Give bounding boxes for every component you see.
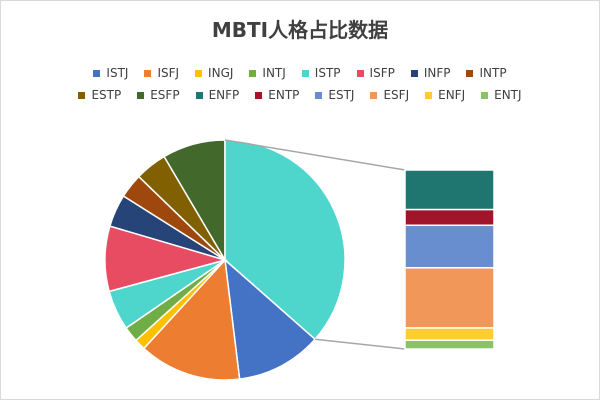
legend-swatch: [78, 91, 86, 99]
bar-segment-entj: [404, 339, 495, 350]
legend-item-enfp: ENFP: [195, 88, 240, 102]
pie-slice-estp: [137, 155, 226, 261]
legend-swatch: [144, 69, 152, 77]
legend-item-estp: ESTP: [78, 88, 121, 102]
legend-label: INTP: [479, 66, 507, 80]
legend-row: ESTP ESFP ENFP ENTP ESTJ ESFJ ENFJ ENTJ: [60, 84, 540, 106]
legend-swatch: [195, 91, 203, 99]
legend-label: ENFJ: [438, 88, 466, 102]
legend-swatch: [93, 69, 101, 77]
legend-item-infp: INFP: [410, 66, 451, 80]
legend-item-intp: INTP: [466, 66, 507, 80]
legend-label: ESFP: [150, 88, 180, 102]
legend-swatch: [356, 69, 364, 77]
legend-swatch: [466, 69, 474, 77]
legend-item-enfj: ENFJ: [425, 88, 465, 102]
legend-item-ingj: INGJ: [195, 66, 233, 80]
legend-label: ISTP: [314, 66, 341, 80]
pie-slice-isfj: [142, 258, 241, 381]
legend-swatch: [370, 91, 378, 99]
legend-item-intj: INTJ: [249, 66, 286, 80]
legend-swatch: [315, 91, 323, 99]
chart-title: MBTI人格占比数据: [211, 18, 389, 42]
legend-item-esfj: ESFJ: [370, 88, 409, 102]
legend-label: ENFP: [208, 88, 240, 102]
bar-segment-enfp: [404, 169, 495, 211]
legend-row: ISTJ ISFJ INGJ INTJ ISTP ISFP INFP INTP: [60, 62, 540, 84]
bar-segment-entp: [404, 208, 495, 227]
legend-label: INGJ: [208, 66, 234, 80]
legend-label: ISFJ: [157, 66, 180, 80]
legend-label: ISFP: [369, 66, 395, 80]
legend-swatch: [249, 69, 257, 77]
bar-segment-estj: [404, 224, 495, 269]
legend-item-esfp: ESFP: [137, 88, 180, 102]
legend-label: ISTJ: [106, 66, 129, 80]
legend-swatch: [195, 69, 203, 77]
pie-slice-istj: [224, 258, 317, 380]
legend-label: ESTP: [91, 88, 122, 102]
legend-item-istj: ISTJ: [93, 66, 128, 80]
legend-swatch: [481, 91, 489, 99]
legend-swatch: [425, 91, 433, 99]
bar-segment-enfj: [404, 327, 495, 341]
legend-item-isfj: ISFJ: [144, 66, 179, 80]
legend-swatch: [410, 69, 418, 77]
legend-item-isfp: ISFP: [356, 66, 395, 80]
legend-swatch: [301, 69, 309, 77]
bar-segment-esfj: [404, 267, 495, 329]
connector-line-bottom: [314, 338, 406, 350]
legend-label: INFP: [423, 66, 451, 80]
legend-label: ENTJ: [494, 88, 522, 102]
legend-item-entp: ENTP: [255, 88, 299, 102]
legend-item-estj: ESTJ: [315, 88, 354, 102]
legend-item-entj: ENTJ: [481, 88, 522, 102]
legend-swatch: [255, 91, 263, 99]
legend-label: ESTJ: [328, 88, 355, 102]
legend-label: ESFJ: [383, 88, 410, 102]
chart-legend: ISTJ ISFJ INGJ INTJ ISTP ISFP INFP INTP ESTP ESFP…: [60, 62, 540, 106]
connector-line-top: [224, 139, 406, 171]
legend-label: ENTP: [268, 88, 300, 102]
legend-swatch: [137, 91, 145, 99]
legend-label: INTJ: [262, 66, 286, 80]
legend-item-istp: ISTP: [301, 66, 341, 80]
